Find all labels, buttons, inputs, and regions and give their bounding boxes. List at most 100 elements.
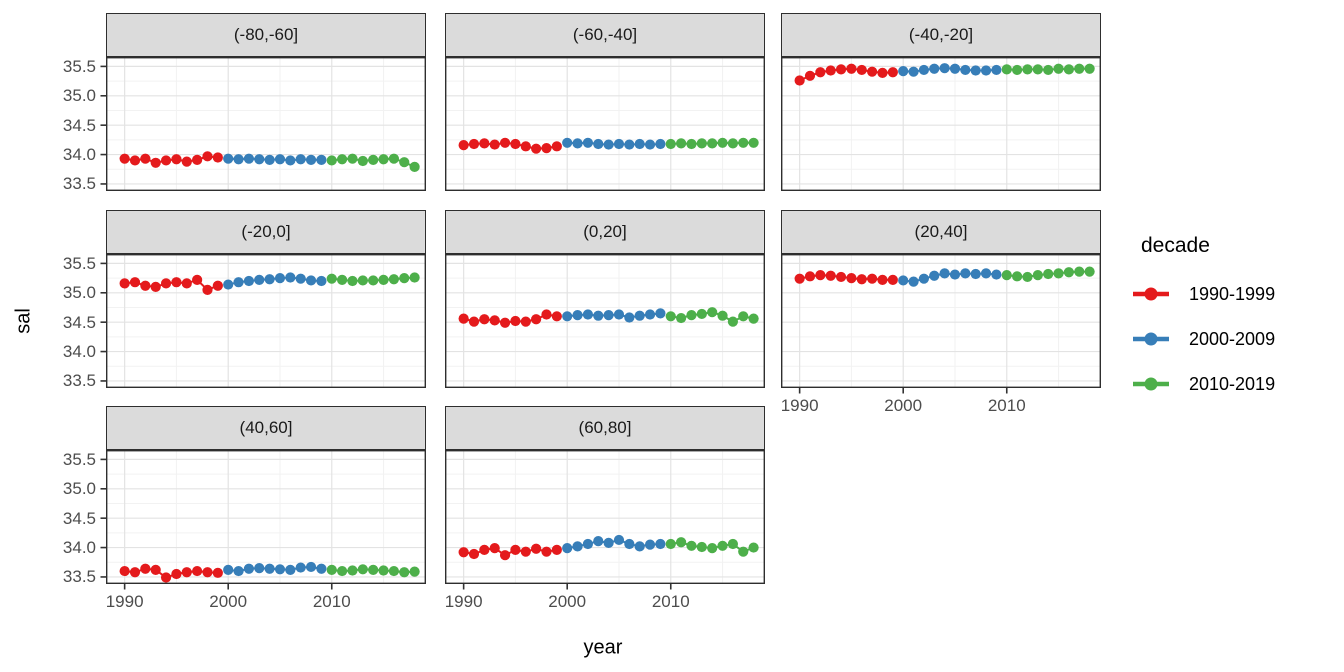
data-point-2010-2019 — [337, 565, 348, 577]
data-point-2000-2009 — [593, 535, 604, 547]
data-point-2010-2019 — [399, 157, 410, 168]
legend: decade 1990-1999 2000-2009 2010-2019 — [1133, 234, 1275, 415]
data-point-1990-1999 — [877, 274, 888, 285]
series-line-1990-1999 — [124, 567, 218, 579]
legend-key-icon — [1133, 287, 1169, 301]
data-point-2000-2009 — [562, 137, 573, 148]
data-point-1990-1999 — [815, 270, 826, 281]
data-point-2000-2009 — [572, 541, 583, 552]
data-point-1990-1999 — [171, 154, 182, 165]
data-point-2010-2019 — [665, 311, 676, 322]
data-point-1990-1999 — [119, 153, 130, 164]
data-point-2000-2009 — [624, 312, 635, 323]
y-tick-label: 34.0 — [62, 342, 96, 362]
facet-plot — [780, 56, 1102, 192]
data-point-2000-2009 — [991, 269, 1002, 280]
y-tick-label: 35.5 — [62, 253, 96, 273]
series-line-1990-1999 — [124, 155, 218, 164]
facet-plot — [444, 56, 766, 192]
data-point-2010-2019 — [388, 153, 399, 164]
x-tick-label: 1990 — [105, 592, 144, 611]
data-point-2000-2009 — [613, 534, 625, 546]
facet-plot — [100, 56, 427, 192]
data-point-1990-1999 — [835, 64, 847, 75]
facet-strip: (-60,-40] — [445, 13, 765, 57]
data-point-2010-2019 — [1032, 64, 1043, 75]
x-tick-label: 2010 — [651, 592, 690, 611]
data-point-2010-2019 — [378, 274, 389, 285]
data-point-2000-2009 — [939, 63, 950, 74]
panel-border — [780, 56, 1102, 192]
data-point-1990-1999 — [160, 155, 172, 166]
data-point-2010-2019 — [378, 565, 389, 576]
data-point-2010-2019 — [1022, 271, 1033, 283]
data-point-2000-2009 — [593, 138, 604, 150]
data-point-1990-1999 — [458, 140, 469, 151]
data-point-1990-1999 — [531, 543, 542, 554]
data-point-2000-2009 — [264, 274, 275, 285]
data-point-2000-2009 — [295, 273, 306, 284]
data-point-1990-1999 — [531, 143, 542, 154]
data-point-1990-1999 — [181, 278, 192, 289]
data-point-1990-1999 — [160, 572, 172, 583]
data-point-2010-2019 — [738, 137, 749, 148]
x-tick-label: 1990 — [444, 592, 483, 611]
panel-border — [105, 56, 427, 192]
data-point-1990-1999 — [192, 274, 203, 285]
data-point-1990-1999 — [150, 564, 161, 575]
data-point-1990-1999 — [129, 155, 141, 166]
data-point-2000-2009 — [582, 309, 594, 320]
data-point-2000-2009 — [285, 564, 296, 575]
data-point-1990-1999 — [468, 316, 480, 327]
data-point-1990-1999 — [887, 274, 898, 285]
data-point-2010-2019 — [368, 564, 379, 575]
panel-border — [444, 253, 766, 389]
y-tick-label: 35.5 — [62, 449, 96, 469]
legend-key-point — [1144, 287, 1158, 301]
data-point-2000-2009 — [613, 138, 625, 150]
legend-entries: 1990-1999 2000-2009 2010-2019 — [1133, 280, 1275, 398]
data-point-2010-2019 — [738, 546, 749, 557]
data-point-2010-2019 — [399, 567, 410, 578]
data-point-2000-2009 — [949, 63, 961, 74]
facet-strip: (40,60] — [106, 406, 426, 450]
data-point-2000-2009 — [655, 538, 666, 550]
data-point-2000-2009 — [960, 268, 971, 279]
data-point-2000-2009 — [970, 65, 981, 76]
data-point-1990-1999 — [541, 142, 552, 154]
data-point-2010-2019 — [357, 564, 368, 575]
data-point-1990-1999 — [499, 317, 511, 328]
data-point-2010-2019 — [707, 138, 718, 149]
legend-entry: 2010-2019 — [1133, 370, 1275, 398]
data-point-2010-2019 — [1053, 268, 1064, 279]
y-tick-label: 35.0 — [62, 283, 96, 303]
data-point-2000-2009 — [285, 155, 296, 166]
data-point-2010-2019 — [696, 138, 707, 149]
data-point-2010-2019 — [337, 154, 348, 165]
data-point-2000-2009 — [929, 270, 940, 281]
data-point-2010-2019 — [748, 137, 759, 148]
data-point-1990-1999 — [458, 547, 469, 558]
data-point-1990-1999 — [181, 567, 192, 578]
data-point-2010-2019 — [717, 137, 728, 148]
data-point-2010-2019 — [1053, 63, 1064, 74]
data-point-2000-2009 — [624, 139, 635, 150]
data-point-1990-1999 — [541, 546, 552, 557]
panel-border — [105, 253, 427, 389]
data-point-2010-2019 — [326, 155, 337, 166]
data-point-2010-2019 — [1074, 63, 1085, 74]
y-axis-title: sal — [12, 308, 35, 334]
facet-strip: (20,40] — [781, 210, 1101, 254]
data-point-2010-2019 — [1084, 63, 1095, 74]
data-point-2000-2009 — [980, 268, 992, 279]
facet-panel — [100, 449, 427, 590]
data-point-2010-2019 — [707, 307, 718, 318]
data-point-2010-2019 — [368, 275, 379, 286]
y-tick-label: 35.0 — [62, 479, 96, 499]
data-point-1990-1999 — [825, 65, 836, 76]
data-point-2010-2019 — [686, 138, 697, 150]
data-point-2010-2019 — [727, 316, 738, 327]
data-point-1990-1999 — [856, 274, 867, 285]
x-tick-label: 1990 — [780, 396, 819, 415]
data-point-2000-2009 — [593, 310, 604, 321]
